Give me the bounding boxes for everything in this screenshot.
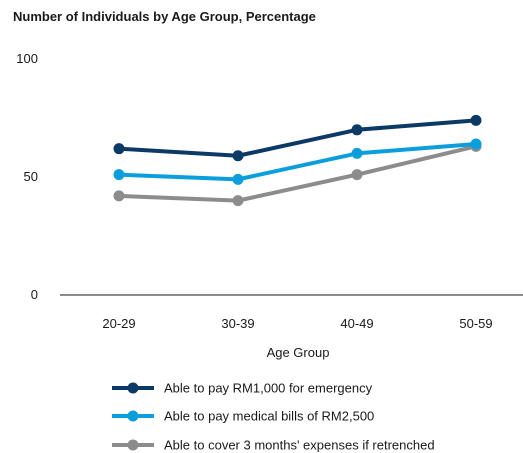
x-tick-label: 40-49	[340, 316, 373, 331]
x-axis-title: Age Group	[267, 345, 330, 360]
y-tick-label: 100	[16, 51, 38, 66]
legend-swatch-marker	[127, 439, 139, 451]
legend-swatch-marker	[127, 382, 139, 394]
data-point	[113, 190, 125, 202]
y-tick-label: 50	[24, 169, 38, 184]
series-line	[118, 144, 477, 203]
data-point	[232, 173, 244, 185]
data-point	[351, 169, 363, 181]
chart-title: Number of Individuals by Age Group, Perc…	[13, 9, 316, 24]
legend-label: Able to cover 3 months' expenses if retr…	[164, 438, 435, 453]
legend-label: Able to pay medical bills of RM2,500	[164, 409, 374, 424]
data-point	[351, 147, 363, 159]
legend-label: Able to pay RM1,000 for emergency	[164, 381, 373, 396]
series-line	[118, 118, 477, 158]
series-line	[118, 141, 477, 182]
data-point	[470, 114, 482, 126]
x-tick-label: 30-39	[221, 316, 254, 331]
data-point	[232, 195, 244, 207]
x-tick-label: 20-29	[102, 316, 135, 331]
data-point	[351, 124, 363, 136]
data-point	[232, 150, 244, 162]
x-tick-label: 50-59	[459, 316, 492, 331]
data-point	[113, 143, 125, 155]
data-point	[113, 169, 125, 181]
legend-swatch-marker	[127, 410, 139, 422]
y-tick-label: 0	[31, 287, 38, 302]
data-point	[470, 138, 482, 150]
